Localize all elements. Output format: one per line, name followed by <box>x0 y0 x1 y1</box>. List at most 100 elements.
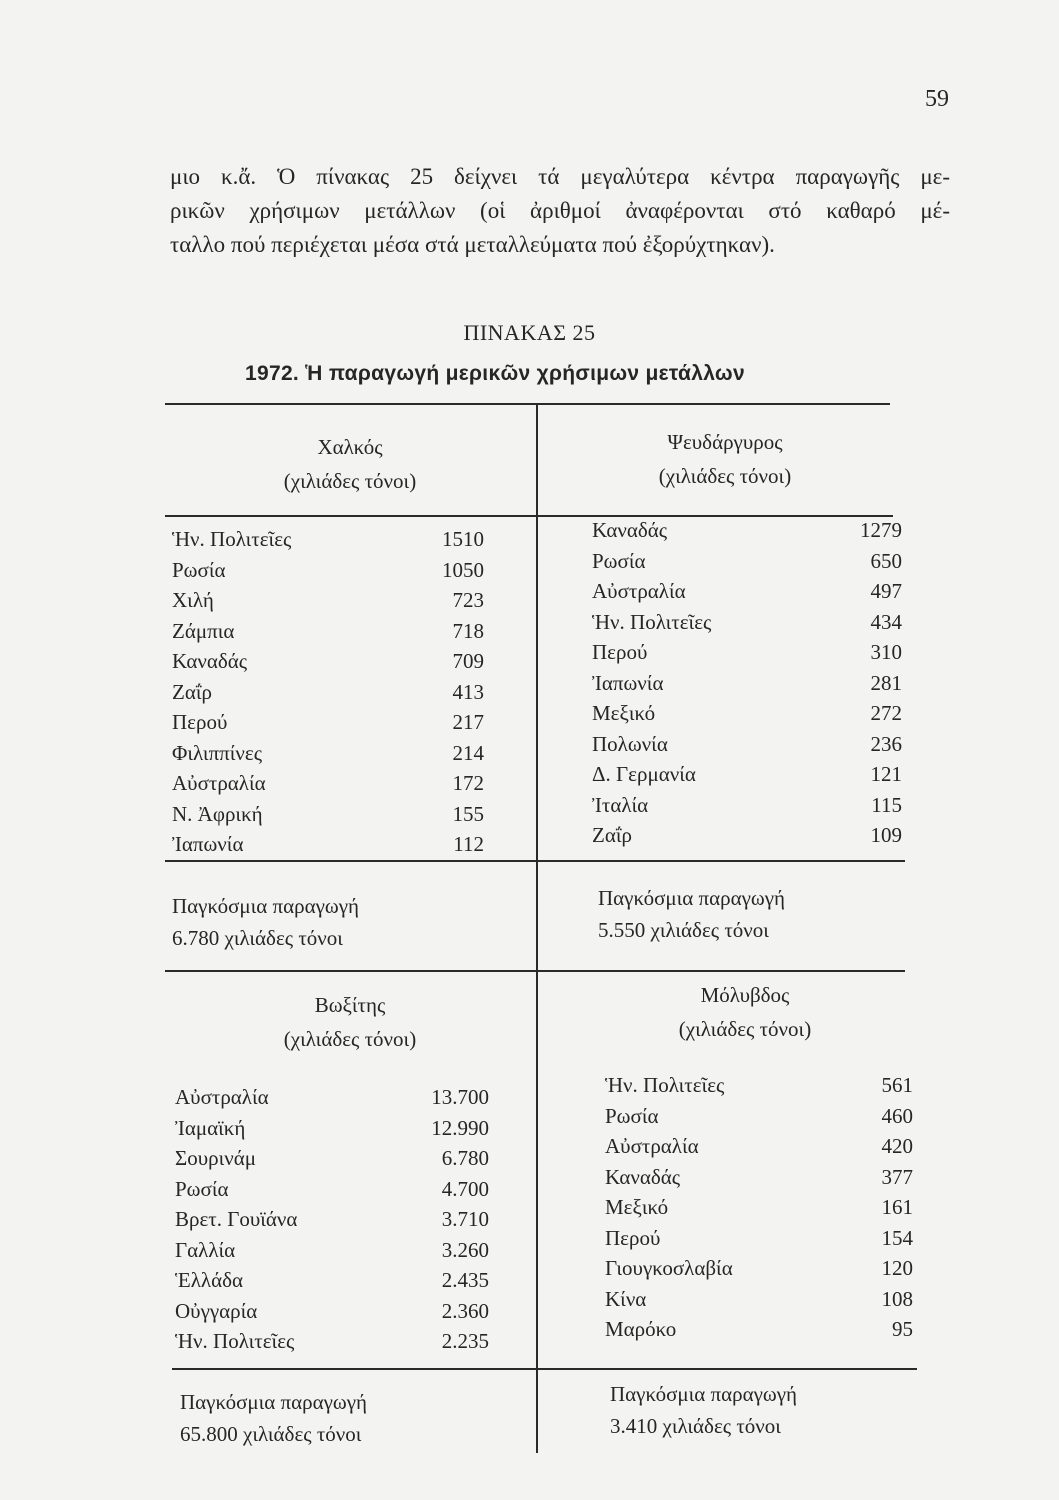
table-row: Αὐστραλία 13.700 <box>175 1082 489 1113</box>
country: Ἰαμαϊκή <box>175 1115 246 1140</box>
value: 172 <box>452 771 485 795</box>
table-row: Μεξικό 272 <box>592 698 902 729</box>
section-name: Χαλκός <box>317 435 383 459</box>
table-row: Ἰταλία 115 <box>592 790 902 821</box>
country: Καναδάς <box>605 1164 681 1189</box>
table-row: Οὐγγαρία 2.360 <box>175 1296 489 1327</box>
table-row: Αὐστραλία 497 <box>592 576 902 607</box>
rule <box>165 970 905 972</box>
value: 4.700 <box>441 1176 489 1201</box>
table-row: Αὐστραλία 420 <box>605 1131 913 1162</box>
country: Ζάμπια <box>172 618 235 643</box>
section-unit: (χιλιάδες τόνοι) <box>658 464 792 488</box>
copper-rows: Ἡν. Πολιτεῖες 1510 Ρωσία 1050 Χιλή 723 Ζάμπια 7… <box>172 524 484 860</box>
value: 121 <box>870 762 903 786</box>
country: Ρωσία <box>175 1176 229 1201</box>
country: Ἰαπωνία <box>592 670 664 695</box>
country: Ζαΐρ <box>592 823 632 847</box>
value: 13.700 <box>431 1085 489 1109</box>
value: 112 <box>453 832 484 856</box>
table-row: Ἰαπωνία 112 <box>172 829 484 860</box>
table-row: Κίνα 108 <box>605 1284 913 1315</box>
table-row: Φιλιππίνες 214 <box>172 738 484 769</box>
rule <box>165 860 905 862</box>
country: Γιουγκοσλαβία <box>605 1256 733 1280</box>
table-row: Πολωνία 236 <box>592 729 902 760</box>
country: Αὐστραλία <box>172 771 266 795</box>
value: 2.435 <box>441 1268 489 1292</box>
total-value: 3.410 χιλιάδες τόνοι <box>610 1414 781 1438</box>
value: 310 <box>870 640 903 664</box>
table-row: Καναδάς 1279 <box>592 515 902 546</box>
table-row: Ἡν. Πολιτεῖες 434 <box>592 607 902 638</box>
section-header-zinc: Ψευδάργυρος (χιλιάδες τόνοι) <box>560 425 890 493</box>
section-unit: (χιλιάδες τόνοι) <box>283 469 417 493</box>
section-unit: (χιλιάδες τόνοι) <box>283 1027 417 1051</box>
country: Περού <box>172 710 228 734</box>
table-row: Σουρινάμ 6.780 <box>175 1143 489 1174</box>
country: Μαρόκο <box>605 1317 677 1341</box>
table-row: Μαρόκο 95 <box>605 1314 913 1345</box>
country: Χιλή <box>172 588 214 612</box>
table-row: Ἡν. Πολιτεῖες 2.235 <box>175 1326 489 1357</box>
country: Ρωσία <box>172 557 226 582</box>
country: Αὐστραλία <box>605 1134 699 1158</box>
rule <box>165 403 890 405</box>
table-title: 1972. Ἡ παραγωγή μερικῶν χρήσιμων μετάλλ… <box>245 362 745 385</box>
paragraph-line: ρικῶν χρήσιμων μετάλλων (οἱ ἀριθμοί ἀναφ… <box>170 198 950 223</box>
table-row: Ν. Ἀφρική 155 <box>172 799 484 830</box>
bauxite-total: Παγκόσμια παραγωγή 65.800 χιλιάδες τόνοι <box>180 1386 367 1450</box>
country: Βρετ. Γουϊάνα <box>175 1207 298 1231</box>
table-row: Ἑλλάδα 2.435 <box>175 1265 489 1296</box>
table-row: Ρωσία 650 <box>592 546 902 577</box>
value: 497 <box>870 579 903 603</box>
total-label: Παγκόσμια παραγωγή <box>180 1390 368 1414</box>
value: 272 <box>870 701 903 725</box>
value: 161 <box>881 1195 914 1219</box>
zinc-total: Παγκόσμια παραγωγή 5.550 χιλιάδες τόνοι <box>598 882 785 946</box>
value: 1050 <box>442 557 484 582</box>
value: 155 <box>452 801 485 826</box>
table-row: Γιουγκοσλαβία 120 <box>605 1253 913 1284</box>
country: Ζαΐρ <box>172 679 212 704</box>
rule <box>172 1368 917 1370</box>
country: Ἑλλάδα <box>175 1268 243 1292</box>
country: Ἡν. Πολιτεῖες <box>172 527 292 551</box>
country: Πολωνία <box>592 731 668 756</box>
country: Δ. Γερμανία <box>592 762 696 786</box>
country: Αὐστραλία <box>592 579 686 603</box>
lead-total: Παγκόσμια παραγωγή 3.410 χιλιάδες τόνοι <box>610 1378 797 1442</box>
country: Ἰαπωνία <box>172 832 244 856</box>
table-row: Ρωσία 4.700 <box>175 1174 489 1205</box>
page-number: 59 <box>925 86 949 112</box>
table-row: Γαλλία 3.260 <box>175 1235 489 1266</box>
value: 413 <box>452 679 485 704</box>
value: 434 <box>870 609 903 634</box>
value: 214 <box>452 740 485 765</box>
section-header-bauxite: Βωξίτης (χιλιάδες τόνοι) <box>165 988 535 1056</box>
section-header-lead: Μόλυβδος (χιλιάδες τόνοι) <box>560 978 930 1046</box>
paragraph-line: μιο κ.ἄ. Ὁ πίνακας 25 δείχνει τά μεγαλύτ… <box>170 164 950 189</box>
table-row: Ζαΐρ 413 <box>172 677 484 708</box>
value: 1279 <box>860 518 902 542</box>
value: 236 <box>870 731 903 756</box>
value: 12.990 <box>431 1115 489 1140</box>
country: Μεξικό <box>592 701 656 725</box>
section-name: Μόλυβδος <box>700 983 790 1007</box>
table-row: Ζάμπια 718 <box>172 616 484 647</box>
value: 95 <box>892 1317 913 1341</box>
value: 281 <box>870 670 903 695</box>
country: Σουρινάμ <box>175 1146 257 1170</box>
table-row: Ἡν. Πολιτεῖες 1510 <box>172 524 484 555</box>
column-divider <box>536 403 538 1453</box>
table-row: Χιλή 723 <box>172 585 484 616</box>
total-label: Παγκόσμια παραγωγή <box>610 1382 798 1406</box>
value: 718 <box>452 618 485 643</box>
value: 561 <box>881 1073 914 1097</box>
value: 2.360 <box>441 1298 489 1323</box>
value: 460 <box>881 1103 914 1128</box>
country: Κίνα <box>605 1286 647 1311</box>
country: Ἡν. Πολιτεῖες <box>175 1329 295 1353</box>
country: Μεξικό <box>605 1195 669 1219</box>
value: 3.710 <box>441 1207 489 1231</box>
